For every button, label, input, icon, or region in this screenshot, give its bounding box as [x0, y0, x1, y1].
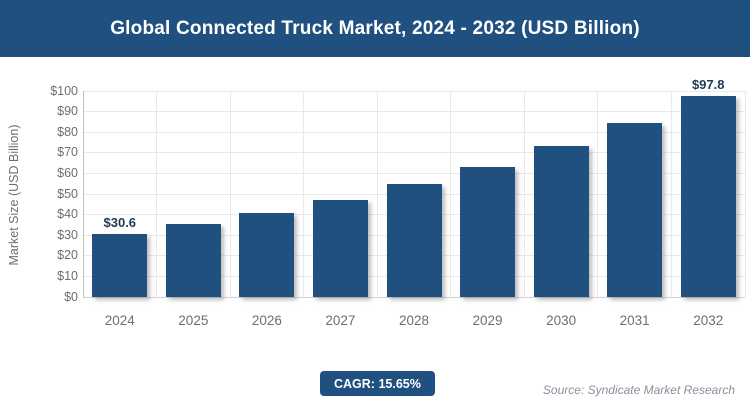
y-axis-tick-label: $20 [57, 248, 78, 263]
y-axis-tick-label: $40 [57, 207, 78, 222]
bar-2025 [165, 224, 221, 297]
chart-title: Global Connected Truck Market, 2024 - 20… [110, 17, 640, 39]
y-axis-tick-label: $100 [50, 83, 78, 98]
bar-2024 [92, 233, 148, 297]
y-axis-tick-label: $30 [57, 227, 78, 242]
x-gridline [376, 91, 378, 297]
bar-2031 [607, 122, 663, 297]
cagr-badge: CAGR: 15.65% [320, 371, 435, 396]
x-gridline [523, 91, 525, 297]
x-gridline [670, 91, 672, 297]
data-label-2024: $30.6 [103, 214, 137, 230]
x-gridline [450, 91, 452, 297]
bar-2029 [460, 166, 516, 297]
y-axis-tick-label: $50 [57, 186, 78, 201]
x-axis-label-2028: 2028 [398, 313, 430, 328]
y-gridline [83, 152, 745, 154]
y-gridline [83, 131, 745, 133]
x-gridline [744, 91, 746, 297]
x-axis-label-2032: 2032 [693, 313, 724, 328]
plot-area: $30.6 $97.8 [82, 77, 746, 298]
y-axis-tick-label: $0 [64, 289, 78, 304]
bar-2032 [680, 95, 736, 297]
y-axis-title: Market Size (USD Billion) [7, 124, 21, 266]
bar-2030 [533, 146, 589, 297]
y-gridline [83, 111, 745, 113]
bar-2027 [312, 199, 368, 297]
x-axis-label-2026: 2026 [251, 313, 282, 328]
y-axis-tick-label: $90 [57, 104, 78, 119]
y-gridline [83, 90, 745, 92]
y-axis-line [82, 91, 84, 297]
source-attribution: Source: Syndicate Market Research [542, 383, 735, 397]
x-axis-label-2025: 2025 [178, 313, 209, 328]
x-axis-label-2030: 2030 [546, 313, 577, 328]
x-gridline [597, 91, 599, 297]
y-axis-tick-label: $70 [57, 145, 78, 160]
y-gridline [83, 172, 745, 174]
x-axis-label-2024: 2024 [104, 313, 135, 328]
x-gridline [303, 91, 305, 297]
y-gridline [83, 296, 745, 298]
chart-title-bar: Global Connected Truck Market, 2024 - 20… [0, 0, 750, 57]
bar-2026 [239, 212, 295, 297]
x-gridline [229, 91, 231, 297]
y-axis-tick-label: $10 [57, 268, 78, 283]
x-axis-label-2029: 2029 [472, 313, 503, 328]
bar-2028 [386, 184, 442, 297]
data-label-2032: $97.8 [691, 76, 725, 92]
y-axis-tick-label: $80 [57, 124, 78, 139]
x-axis-label-2031: 2031 [619, 313, 650, 328]
x-axis-label-2027: 2027 [325, 313, 356, 328]
x-gridline [156, 91, 158, 297]
y-axis-tick-label: $60 [57, 165, 78, 180]
